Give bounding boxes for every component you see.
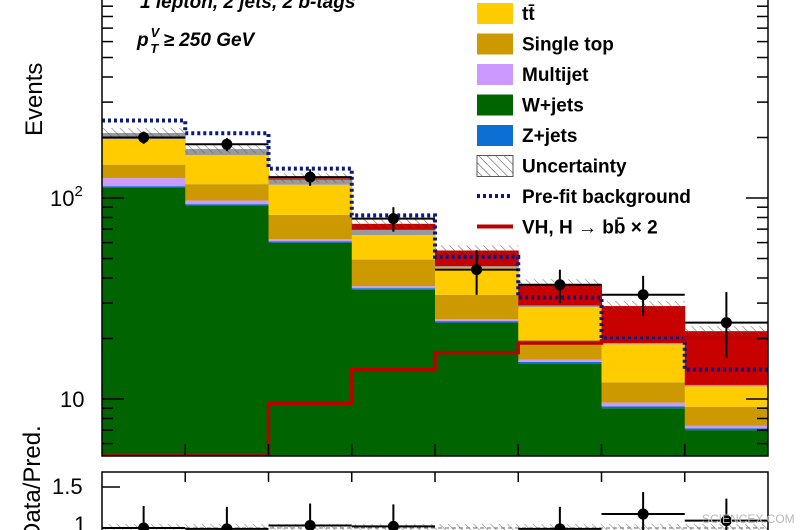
legend: tt̄ Single top Multijet W+jets Z+jets Uncerta…: [476, 3, 691, 239]
ratio-point-1: [221, 523, 233, 530]
bar-w-jets-0: [102, 187, 186, 456]
data-point-4: [471, 264, 483, 276]
bar-multijet-0: [102, 178, 186, 187]
legend-wjets-label: W+jets: [522, 96, 584, 117]
bar-w-jets-3: [351, 289, 436, 456]
bar-w-jets-7: [684, 430, 768, 456]
bar-z-jets-4: [435, 321, 519, 323]
bar-ttbar-7: [684, 386, 768, 407]
data-point-5: [554, 279, 566, 291]
bar-other-6: [601, 342, 686, 345]
ratio-point-0: [138, 522, 150, 530]
signal-step: [102, 336, 768, 456]
y-axis-title: Events: [21, 63, 48, 136]
bar-w-jets-2: [268, 242, 353, 456]
data-point-7: [720, 317, 732, 329]
y-ticks: [102, 5, 768, 445]
legend-multijet-swatch: [477, 64, 513, 85]
bar-z-jets-0: [102, 186, 186, 188]
bar-z-jets-6: [601, 406, 686, 409]
bar-w-jets-6: [601, 408, 686, 456]
ratio-point-3: [387, 520, 399, 530]
ratio-y-axis-title: Data/Pred.: [19, 425, 46, 530]
legend-ttbar-label: tt̄: [522, 4, 535, 25]
data-points: [102, 131, 768, 358]
legend-prefit-label: Pre-fit background: [522, 187, 691, 208]
bar-w-jets-1: [185, 205, 269, 456]
bar-other-7: [684, 384, 768, 387]
bar-single-top-0: [102, 164, 186, 179]
bar-w-jets-4: [435, 322, 519, 456]
legend-single-top-swatch: [477, 33, 513, 55]
bar-multijet-1: [185, 200, 269, 205]
legend-wjets-swatch: [477, 94, 513, 116]
ytick-label-100: 102: [50, 183, 83, 211]
data-point-1: [221, 138, 233, 150]
legend-vh-label: VH, H → bb̄ × 2: [522, 217, 658, 238]
ratio-point-5: [554, 523, 566, 530]
data-point-6: [637, 289, 649, 301]
bar-single-top-4: [435, 294, 519, 320]
data-point-2: [304, 171, 316, 183]
legend-multijet-label: Multijet: [522, 65, 589, 86]
ratio-point-2: [304, 520, 316, 530]
bar-multijet-4: [435, 319, 519, 322]
bar-w-jets-5: [518, 363, 602, 456]
ytick-label-10: 10: [60, 387, 84, 412]
bar-other-3: [351, 229, 436, 236]
legend-zjets-swatch: [477, 125, 513, 146]
legend-ttbar-swatch: [477, 3, 513, 24]
bar-multijet-7: [684, 425, 768, 429]
bar-ttbar-6: [601, 344, 686, 383]
bar-multijet-6: [601, 402, 686, 407]
legend-uncertainty-swatch: [476, 155, 514, 177]
region-label: 1 lepton, 2 jets, 2 b-tags: [140, 0, 355, 13]
bar-single-top-7: [684, 406, 768, 426]
bar-z-jets-3: [351, 288, 436, 290]
bar-multijet-2: [268, 239, 353, 242]
bar-ttbar-1: [185, 155, 269, 185]
bar-single-top-5: [518, 339, 602, 360]
ratio-point-6: [637, 508, 649, 520]
ratio-points: [102, 492, 768, 530]
legend-zjets-label: Z+jets: [522, 126, 577, 147]
legend-uncertainty-label: Uncertainty: [522, 157, 627, 178]
ratio-ytick-label-1.5: 1.5: [52, 474, 83, 499]
bar-multijet-3: [351, 286, 436, 289]
data-point-3: [387, 213, 399, 225]
bar-single-top-6: [601, 382, 686, 403]
bar-ttbar-2: [268, 184, 353, 215]
vh-signal-line: [102, 336, 768, 456]
bar-z-jets-7: [684, 428, 768, 431]
bar-single-top-3: [351, 259, 436, 287]
bar-multijet-5: [518, 359, 602, 362]
bar-z-jets-5: [518, 361, 602, 364]
ratio-point-7: [720, 515, 732, 527]
bar-ttbar-5: [518, 306, 602, 340]
ratio-ytick-label-1: 1: [74, 512, 86, 530]
ratio-x-ticks: [184, 472, 686, 482]
bar-ttbar-3: [351, 235, 436, 260]
bar-single-top-1: [185, 184, 269, 201]
bar-other-5: [518, 305, 602, 307]
ratio-band-4: [435, 523, 519, 530]
bar-z-jets-1: [185, 204, 269, 206]
bar-single-top-2: [268, 214, 353, 240]
watermark: SCIENCEX.COM: [702, 512, 795, 526]
legend-single-top-label: Single top: [522, 35, 614, 56]
bar-z-jets-2: [268, 241, 353, 243]
data-point-0: [138, 131, 150, 143]
x-ticks: [184, 444, 686, 456]
